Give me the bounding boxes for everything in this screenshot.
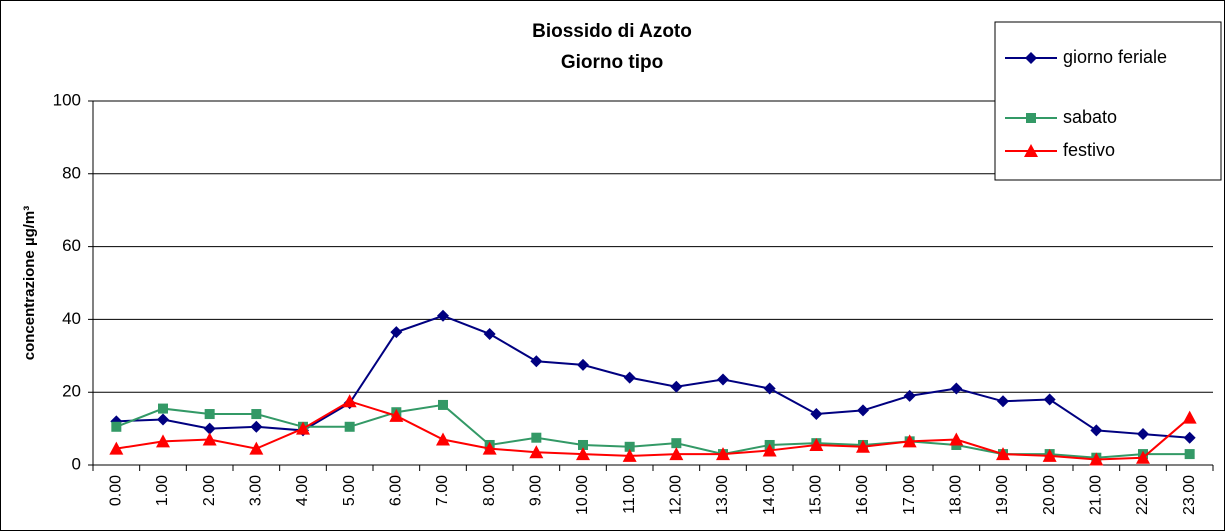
marker bbox=[389, 408, 404, 422]
marker bbox=[762, 443, 777, 457]
marker bbox=[157, 413, 169, 426]
marker bbox=[251, 409, 262, 420]
marker bbox=[624, 441, 635, 452]
marker bbox=[1024, 144, 1038, 157]
x-tick-label: 9.00 bbox=[528, 475, 545, 506]
marker bbox=[531, 432, 542, 443]
marker bbox=[529, 445, 544, 459]
marker bbox=[577, 358, 589, 371]
x-tick-label: 16.00 bbox=[854, 475, 871, 515]
legend-label: giorno feriale bbox=[1063, 47, 1167, 67]
marker bbox=[1043, 393, 1056, 406]
marker bbox=[109, 441, 124, 455]
marker bbox=[903, 389, 916, 402]
marker bbox=[156, 434, 170, 448]
marker bbox=[438, 399, 448, 410]
marker bbox=[1184, 449, 1195, 460]
x-tick-label: 22.00 bbox=[1134, 475, 1151, 515]
marker bbox=[1089, 452, 1104, 466]
x-tick-label: 8.00 bbox=[481, 475, 498, 506]
marker bbox=[763, 382, 776, 395]
chart-subtitle: Giorno tipo bbox=[561, 52, 663, 73]
x-tick-label: 14.00 bbox=[761, 475, 778, 515]
y-axis-label: concentrazione µg/m³ bbox=[21, 206, 38, 361]
marker bbox=[576, 447, 590, 461]
x-tick-label: 6.00 bbox=[388, 475, 405, 506]
marker bbox=[717, 373, 729, 386]
marker bbox=[622, 448, 637, 462]
marker bbox=[1183, 431, 1196, 444]
marker bbox=[857, 404, 869, 417]
marker bbox=[716, 447, 730, 461]
marker bbox=[342, 394, 357, 408]
marker bbox=[669, 447, 684, 461]
marker bbox=[344, 421, 355, 432]
x-tick-label: 2.00 bbox=[201, 475, 218, 506]
marker bbox=[203, 422, 216, 435]
x-tick-label: 13.00 bbox=[714, 475, 731, 515]
y-tick-label: 60 bbox=[62, 236, 81, 255]
chart-title: Biossido di Azoto bbox=[532, 21, 692, 42]
marker bbox=[530, 355, 543, 368]
marker bbox=[1042, 448, 1057, 462]
marker bbox=[249, 441, 264, 455]
x-tick-label: 3.00 bbox=[248, 475, 265, 506]
y-tick-label: 20 bbox=[62, 382, 81, 401]
marker bbox=[623, 371, 636, 384]
marker bbox=[1182, 410, 1197, 424]
x-tick-label: 0.00 bbox=[108, 475, 125, 506]
marker bbox=[997, 395, 1009, 408]
marker bbox=[482, 441, 497, 455]
x-tick-label: 20.00 bbox=[1041, 475, 1058, 515]
marker bbox=[671, 438, 682, 449]
y-tick-label: 40 bbox=[62, 309, 81, 328]
y-tick-label: 0 bbox=[72, 454, 81, 473]
marker bbox=[578, 439, 588, 450]
marker bbox=[670, 380, 683, 393]
marker bbox=[296, 421, 310, 435]
marker bbox=[390, 326, 403, 339]
x-tick-label: 23.00 bbox=[1181, 475, 1198, 515]
marker bbox=[996, 447, 1010, 461]
marker bbox=[250, 420, 263, 433]
x-tick-label: 18.00 bbox=[948, 475, 965, 515]
marker bbox=[436, 432, 450, 446]
x-tick-label: 1.00 bbox=[154, 475, 171, 506]
marker bbox=[809, 437, 824, 451]
marker bbox=[111, 421, 122, 432]
x-tick-label: 7.00 bbox=[434, 475, 451, 506]
series-line bbox=[116, 400, 1191, 461]
series-line bbox=[116, 314, 1190, 439]
legend-label: sabato bbox=[1063, 107, 1117, 127]
x-tick-label: 11.00 bbox=[621, 475, 638, 514]
marker bbox=[158, 403, 168, 414]
x-tick-label: 15.00 bbox=[808, 475, 825, 515]
marker bbox=[1026, 113, 1036, 123]
marker bbox=[1025, 52, 1037, 64]
marker bbox=[1137, 428, 1149, 441]
marker bbox=[902, 434, 917, 448]
x-tick-label: 4.00 bbox=[294, 475, 311, 506]
x-tick-label: 19.00 bbox=[994, 475, 1011, 515]
x-tick-label: 12.00 bbox=[668, 475, 685, 515]
y-tick-label: 80 bbox=[62, 163, 81, 182]
marker bbox=[1136, 450, 1150, 464]
y-tick-label: 100 bbox=[53, 90, 81, 109]
x-tick-label: 10.00 bbox=[574, 475, 591, 515]
marker bbox=[204, 409, 215, 420]
marker bbox=[483, 327, 496, 340]
marker bbox=[1090, 424, 1103, 437]
marker bbox=[437, 309, 449, 322]
x-tick-label: 21.00 bbox=[1088, 475, 1105, 515]
marker bbox=[950, 382, 963, 395]
legend-label: festivo bbox=[1063, 140, 1115, 160]
marker bbox=[949, 432, 964, 446]
x-tick-label: 5.00 bbox=[341, 475, 358, 506]
marker bbox=[856, 439, 870, 453]
marker bbox=[810, 408, 823, 421]
marker bbox=[202, 432, 217, 446]
x-tick-label: 17.00 bbox=[901, 475, 918, 515]
